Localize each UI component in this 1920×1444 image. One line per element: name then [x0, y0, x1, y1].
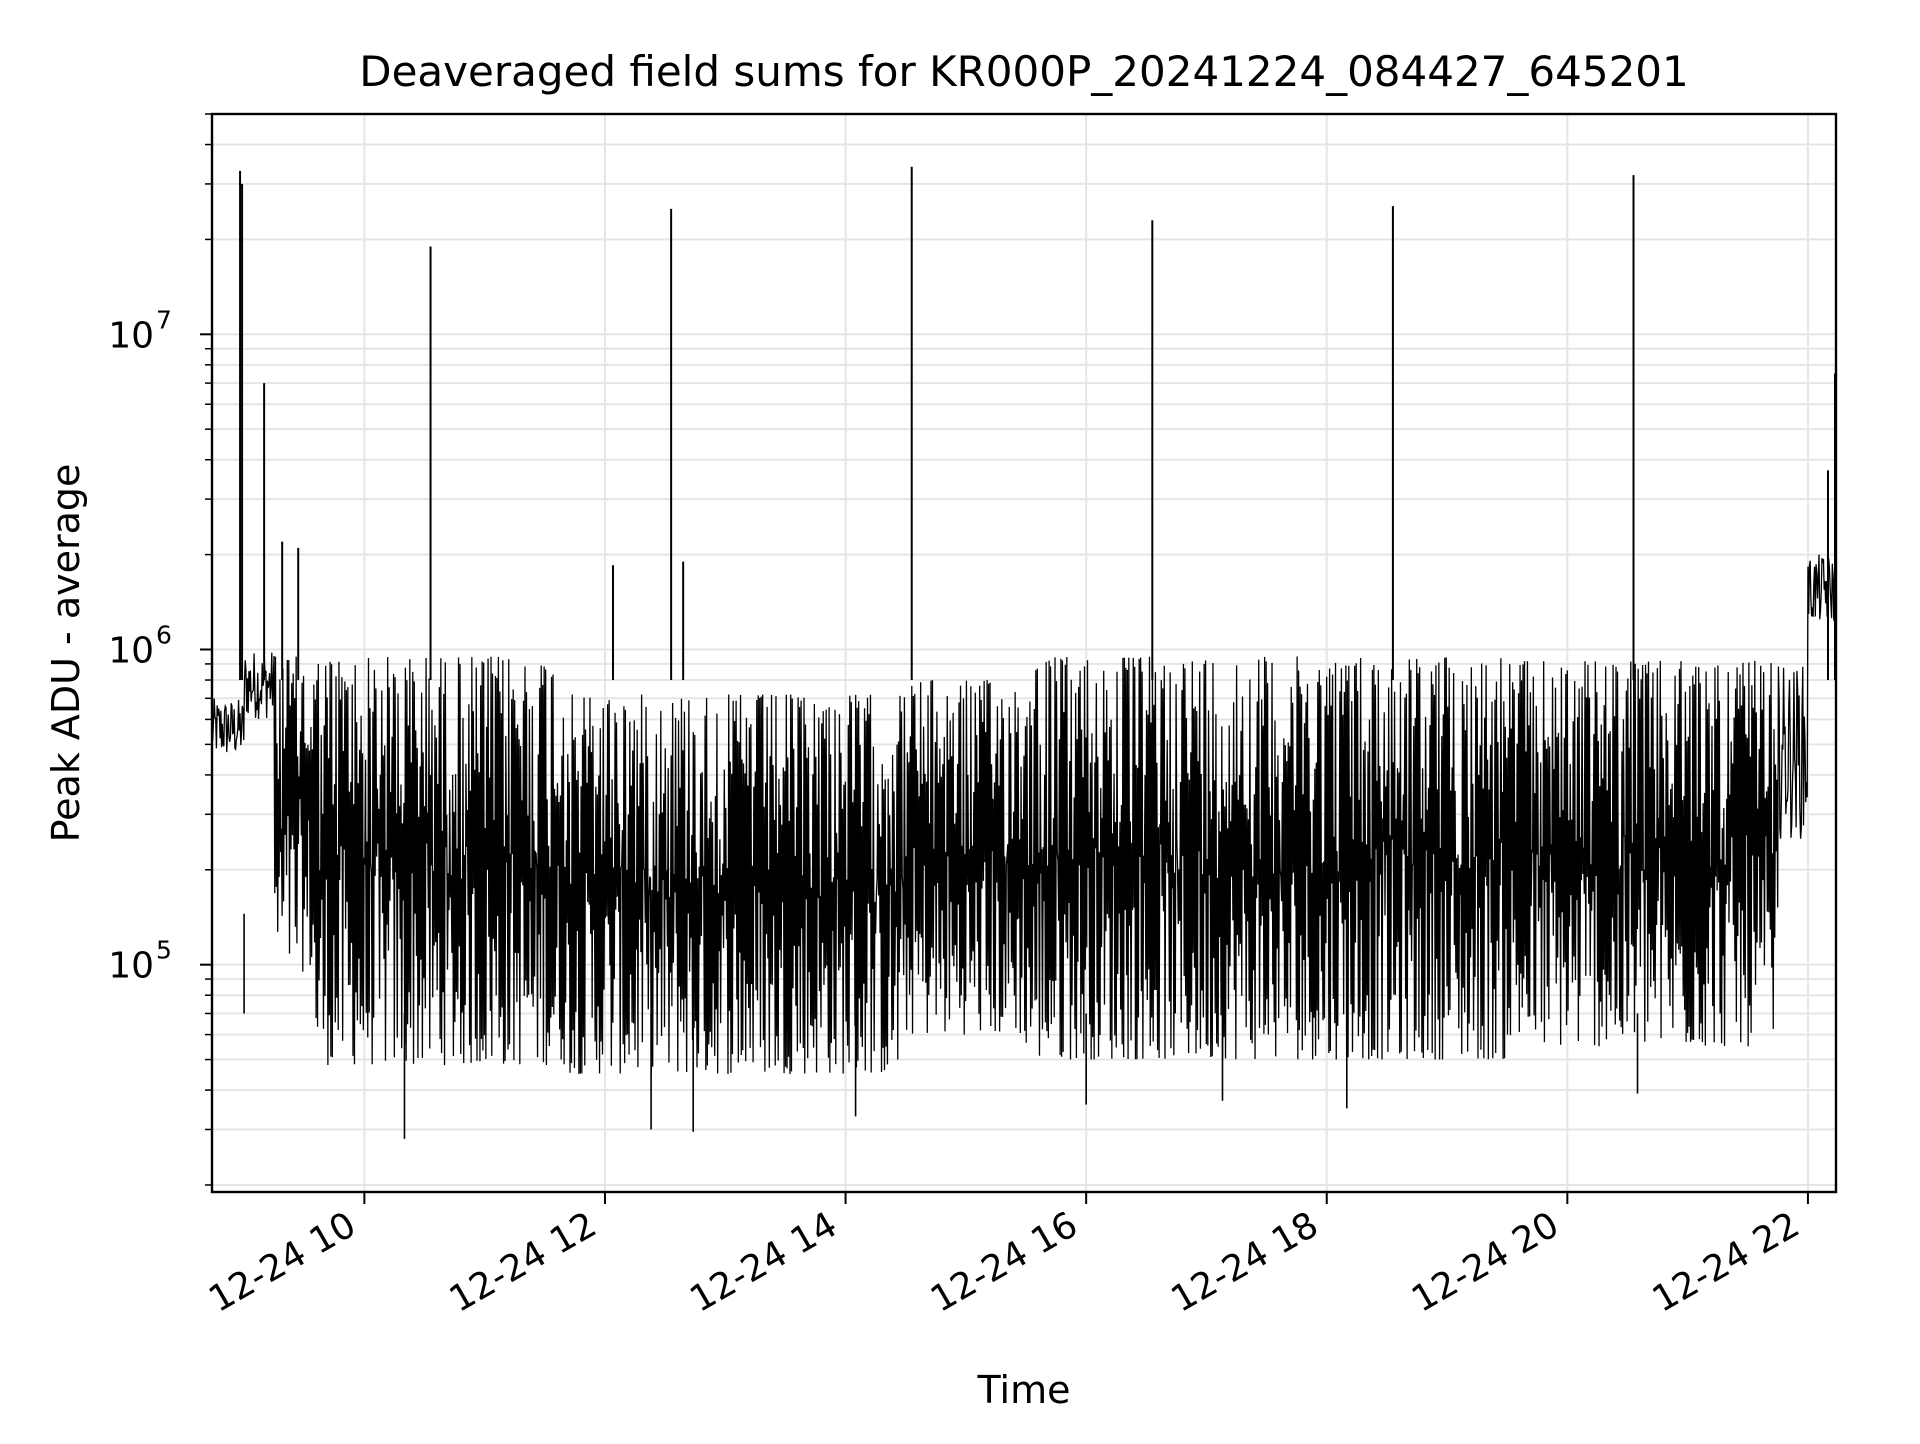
y-tick-label: 10: [108, 315, 154, 356]
y-tick-label-exponent: 7: [156, 305, 172, 334]
y-tick-label-exponent: 6: [156, 620, 172, 649]
y-tick-label-exponent: 5: [156, 936, 172, 965]
x-axis-label: Time: [977, 1368, 1071, 1412]
series-line: [211, 554, 1837, 1074]
y-tick-label: 10: [108, 630, 154, 671]
tick-marks: [200, 113, 1809, 1204]
y-axis-label: Peak ADU - average: [44, 464, 88, 843]
plot-frame: [210, 112, 1838, 1194]
y-tick-label: 10: [108, 946, 154, 987]
chart-title: Deaveraged field sums for KR000P_2024122…: [359, 47, 1689, 96]
